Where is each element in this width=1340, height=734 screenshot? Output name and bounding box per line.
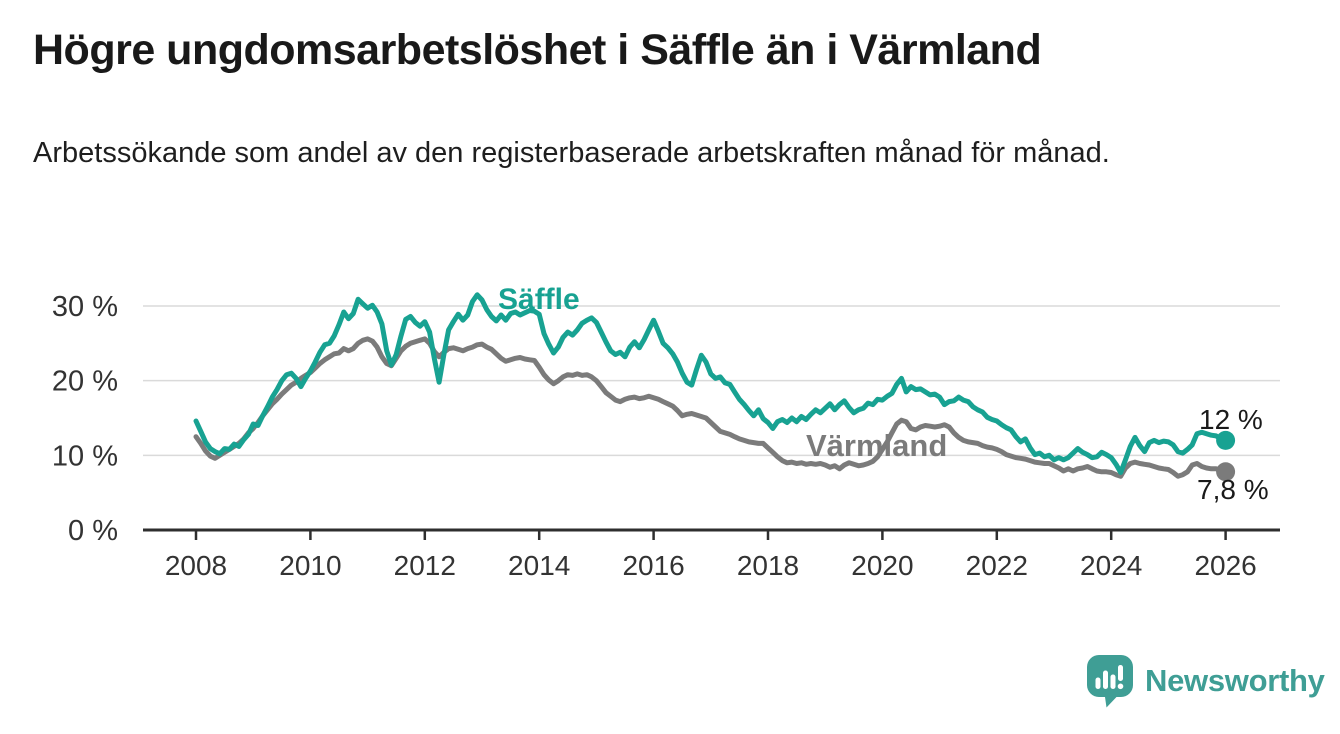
x-tick-label: 2012	[394, 550, 456, 581]
end-value-label-varmland: 7,8 %	[1197, 474, 1269, 505]
x-tick-label: 2010	[279, 550, 341, 581]
y-tick-label: 20 %	[52, 366, 118, 398]
x-tick-label: 2016	[622, 550, 684, 581]
x-tick-label: 2018	[737, 550, 799, 581]
x-tick-label: 2026	[1194, 550, 1256, 581]
x-tick-label: 2024	[1080, 550, 1142, 581]
y-tick-label: 10 %	[52, 440, 118, 472]
series-line-saffle	[193, 292, 1229, 475]
y-tick-label: 0 %	[68, 515, 118, 547]
x-tick-label: 2020	[851, 550, 913, 581]
x-tick-label: 2022	[966, 550, 1028, 581]
logo-wordmark: Newsworthy	[1145, 663, 1325, 698]
end-value-label-saffle: 12 %	[1199, 404, 1263, 435]
chart-subtitle: Arbetssökande som andel av den registerb…	[33, 137, 1110, 169]
x-tick-label: 2014	[508, 550, 570, 581]
speech-bubble-bar-chart-icon	[1087, 655, 1133, 708]
x-tick-label: 2008	[165, 550, 227, 581]
series-end-dot-varmland	[1216, 462, 1236, 482]
y-tick-label: 30 %	[52, 291, 118, 323]
newsworthy-logo: Newsworthy	[1086, 653, 1325, 709]
page-title: Högre ungdomsarbetslöshet i Säffle än i …	[33, 26, 1042, 74]
series-line-varmland	[193, 336, 1229, 479]
series-end-dot-saffle	[1216, 430, 1236, 450]
series-label-saffle: Säffle	[498, 283, 580, 316]
series-label-varmland: Värmland	[806, 428, 947, 463]
